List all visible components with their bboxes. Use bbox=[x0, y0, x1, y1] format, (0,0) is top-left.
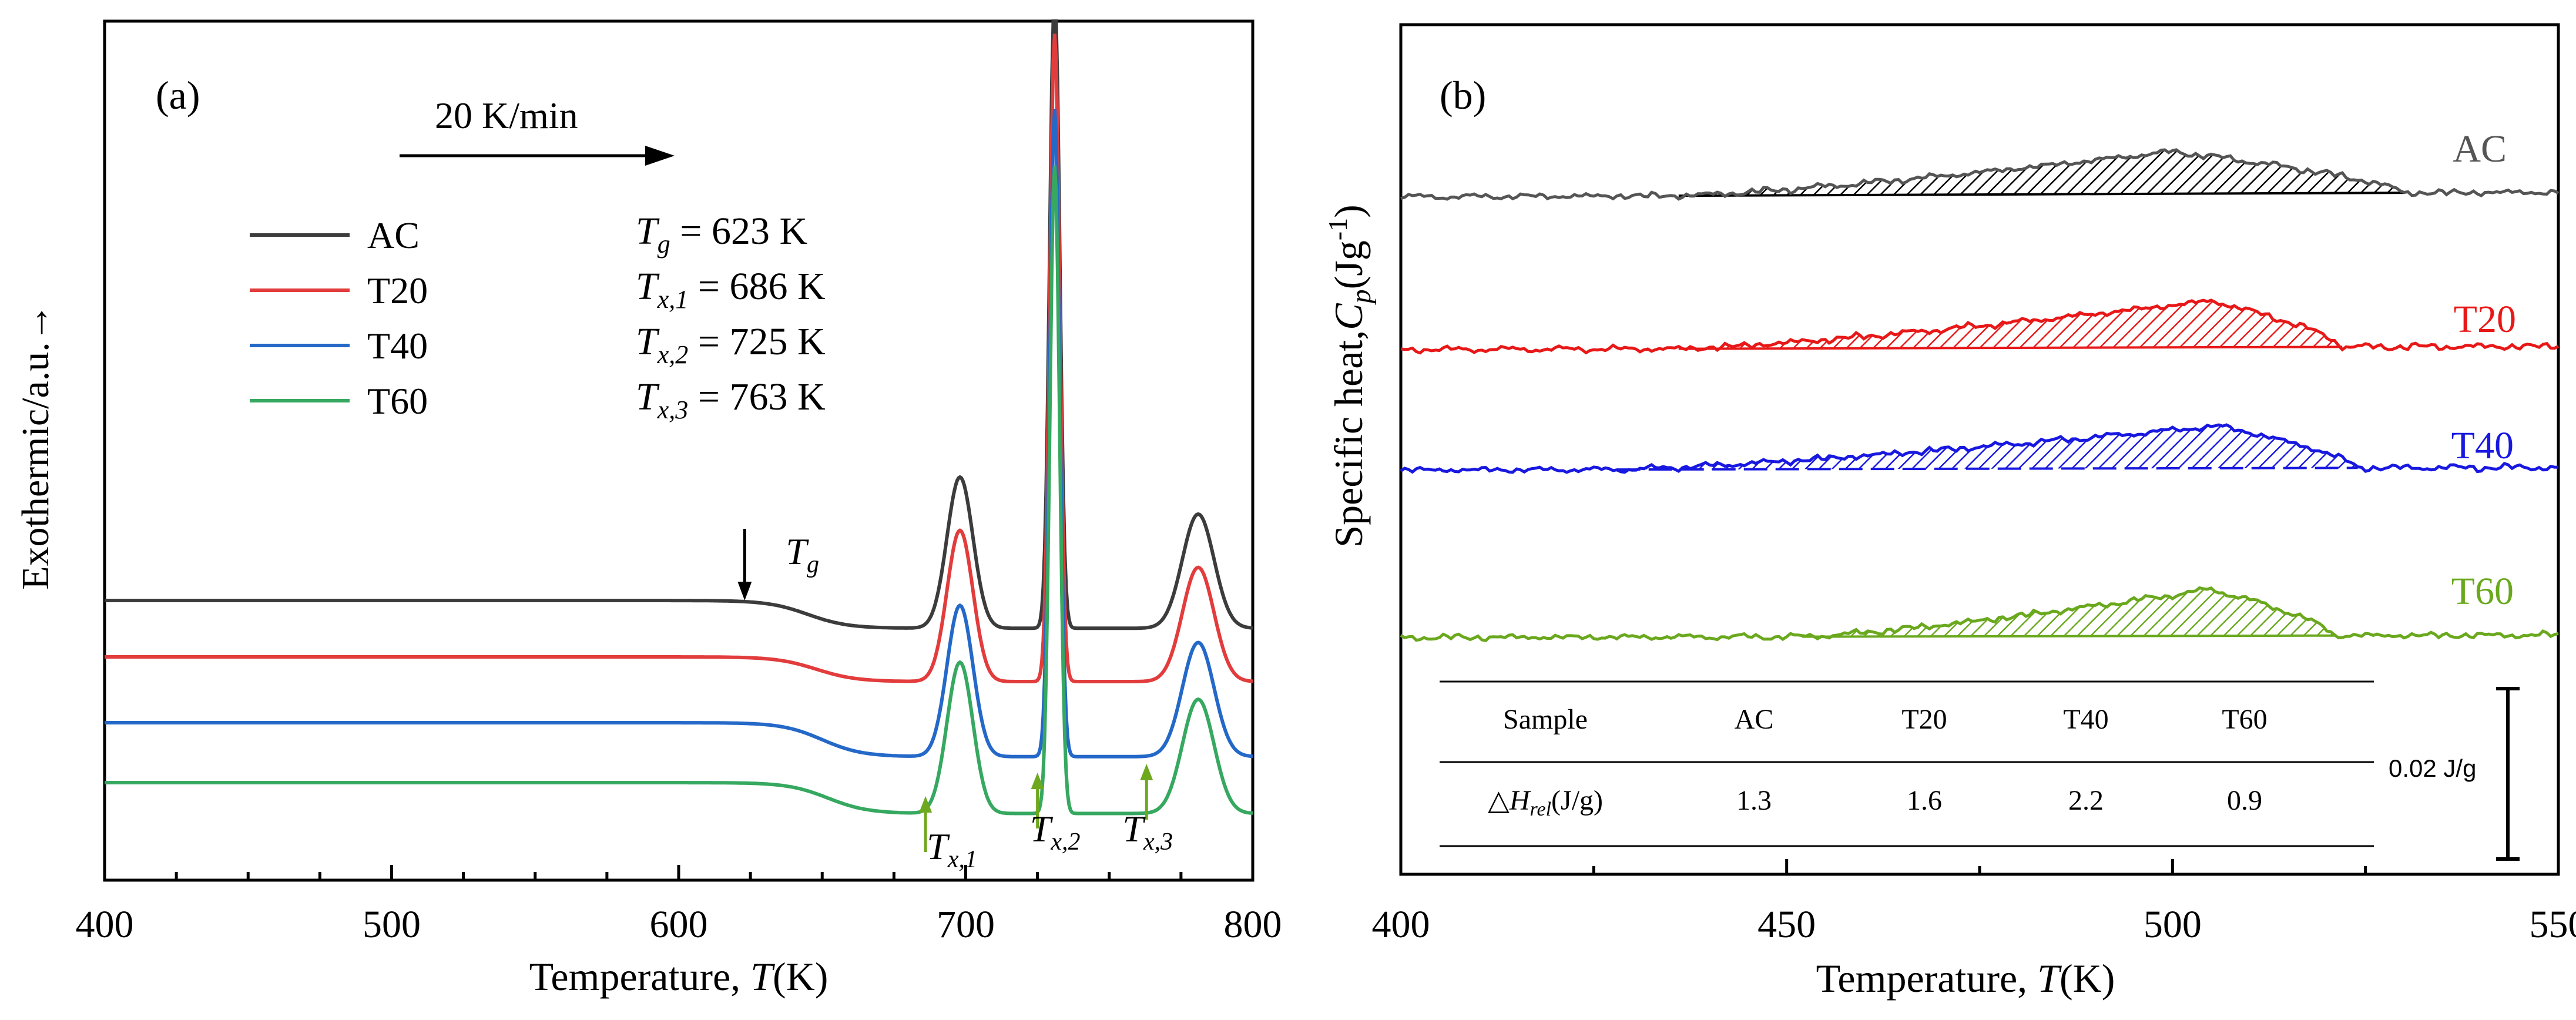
legend-label-t40: T40 bbox=[367, 325, 428, 367]
annotation-arrowhead-x1 bbox=[919, 796, 933, 813]
series-line-ac bbox=[1400, 148, 2560, 201]
x-axis: 400 450 500 550 bbox=[1372, 859, 2576, 946]
hatched-area-t60 bbox=[1802, 588, 2335, 639]
hatched-area-t40 bbox=[1616, 425, 2358, 472]
baseline-t60 bbox=[1802, 634, 2335, 638]
panel-a-frame bbox=[103, 19, 1255, 882]
table-cell: 2.2 bbox=[2068, 785, 2104, 816]
table-cell: 0.9 bbox=[2227, 785, 2262, 816]
transition-values: Tg = 623 K Tx,1 = 686 K Tx,2 = 725 K Tx,3 =… bbox=[636, 210, 826, 424]
cp-curves: AC T20 T40 T60 bbox=[1400, 127, 2560, 643]
x-tick-label: 600 bbox=[650, 903, 708, 946]
series-line-t60 bbox=[1400, 586, 2559, 643]
x-tick-label: 500 bbox=[2144, 903, 2202, 946]
x-tick-label: 450 bbox=[1757, 903, 1816, 946]
panel-a-label: (a) bbox=[156, 73, 200, 118]
heating-rate-label: 20 K/min bbox=[435, 95, 578, 136]
legend-label-ac: AC bbox=[367, 214, 420, 256]
panel-a: (a) 20 K/min AC T20 T40 T60 Tg = 623 K Tx,1 … bbox=[14, 19, 1282, 999]
legend-label-t60: T60 bbox=[367, 380, 428, 422]
enthalpy-table: Sample AC T20 T40 T60 △Hrel(J/g) 1.3 1.6 2.2 0.9 bbox=[1440, 680, 2374, 847]
annotation-x3: Tx,3 bbox=[1122, 808, 1173, 855]
dsc-curves bbox=[105, 19, 1253, 816]
table-cell: 1.3 bbox=[1736, 785, 1772, 816]
table-header-t60: T60 bbox=[2222, 704, 2267, 735]
x-tick-label: 550 bbox=[2530, 903, 2576, 946]
baseline-t20 bbox=[1678, 345, 2343, 350]
table-row-label: △Hrel(J/g) bbox=[1488, 785, 1603, 820]
y-axis-title: Specific heat,Cp(Jg-1) bbox=[1323, 204, 1377, 548]
x-axis: 400 500 600 700 800 bbox=[76, 865, 1282, 946]
transition-value-x2: Tx,2 = 725 K bbox=[636, 320, 826, 369]
table-header-t40: T40 bbox=[2063, 704, 2108, 735]
annotation-x1: Tx,1 bbox=[927, 826, 977, 873]
series-label-t40: T40 bbox=[2451, 424, 2514, 467]
table-header-t20: T20 bbox=[1901, 704, 1947, 735]
series-label-t60: T60 bbox=[2451, 570, 2514, 613]
series-line-t40 bbox=[105, 109, 1253, 759]
table-header-sample: Sample bbox=[1503, 704, 1588, 735]
legend: AC T20 T40 T60 bbox=[250, 214, 428, 422]
x-tick-label: 700 bbox=[937, 903, 995, 946]
series-line-t20 bbox=[1400, 298, 2560, 355]
tg-arrowhead bbox=[737, 582, 752, 600]
series-line-ac bbox=[105, 19, 1253, 630]
hatched-area-ac bbox=[1678, 149, 2404, 199]
x-tick-label: 400 bbox=[1372, 903, 1430, 946]
baseline-t40 bbox=[1616, 467, 2358, 471]
baseline-ac bbox=[1678, 192, 2404, 197]
annotation-x2: Tx,2 bbox=[1030, 808, 1081, 855]
transition-annotations: Tg Tx,1 Tx,2 Tx,3 bbox=[737, 529, 1173, 873]
table-header-ac: AC bbox=[1735, 704, 1774, 735]
series-label-t20: T20 bbox=[2454, 298, 2516, 341]
x-axis-title: Temperature, T(K) bbox=[1816, 956, 2115, 1001]
legend-label-t20: T20 bbox=[367, 270, 428, 311]
x-tick-label: 800 bbox=[1224, 903, 1282, 946]
series-line-t60 bbox=[105, 165, 1253, 816]
x-tick-label: 400 bbox=[76, 903, 134, 946]
transition-value-x1: Tx,1 = 686 K bbox=[636, 265, 826, 314]
panel-b-label: (b) bbox=[1440, 73, 1486, 118]
table-cell: 1.6 bbox=[1907, 785, 1942, 816]
transition-value-g: Tg = 623 K bbox=[636, 210, 807, 259]
x-tick-label: 500 bbox=[363, 903, 421, 946]
series-label-ac: AC bbox=[2453, 127, 2507, 170]
annotation-arrowhead-x3 bbox=[1140, 764, 1153, 780]
scale-bar-label: 0.02 J/g bbox=[2389, 754, 2476, 782]
panel-b: (b) AC T20 T40 T60 Sample AC T20 T40 T60 △Hrel(J… bbox=[1323, 23, 2576, 1001]
annotation-g: Tg bbox=[786, 531, 819, 578]
x-axis-title: Temperature, T(K) bbox=[529, 954, 829, 999]
series-line-t40 bbox=[1400, 423, 2559, 474]
heating-rate-arrowhead bbox=[645, 146, 675, 166]
y-axis-title: Exothermic/a.u.→ bbox=[14, 303, 57, 590]
transition-value-x3: Tx,3 = 763 K bbox=[636, 375, 826, 424]
annotation-arrowhead-x2 bbox=[1031, 773, 1044, 789]
